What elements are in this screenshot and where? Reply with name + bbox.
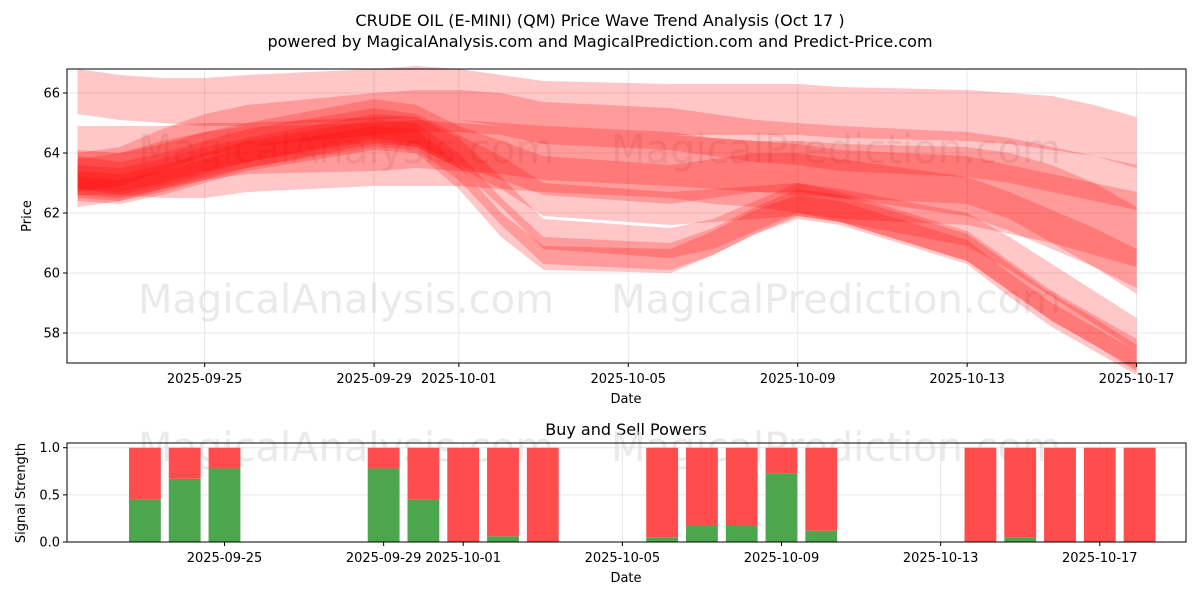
price-band-5 bbox=[77, 99, 1137, 288]
sell-bar bbox=[964, 447, 997, 542]
buy-bar bbox=[686, 525, 718, 542]
sell-bar bbox=[1004, 447, 1037, 538]
signal-y-tick-label: 1.0 bbox=[39, 441, 60, 456]
price-x-tick-label: 2025-10-05 bbox=[590, 372, 666, 387]
price-x-tick-label: 2025-09-29 bbox=[336, 372, 412, 387]
price-y-tick-label: 60 bbox=[43, 267, 60, 282]
buy-bar bbox=[168, 478, 201, 542]
price-band-3 bbox=[77, 90, 1137, 210]
price-band-1 bbox=[77, 66, 1137, 168]
watermark-right-mid: MagicalPrediction.com bbox=[611, 277, 1061, 323]
signal-y-tick-label: 0.0 bbox=[39, 536, 60, 551]
sell-bar bbox=[487, 447, 519, 537]
sell-bar bbox=[805, 447, 838, 531]
signal-y-ticks: 0.0 0.5 1.0 bbox=[39, 441, 67, 551]
signal-x-tick-label: 2025-09-29 bbox=[346, 551, 422, 566]
sell-bar bbox=[1083, 447, 1116, 542]
sell-bar bbox=[646, 447, 679, 538]
price-band-4 bbox=[77, 120, 1137, 294]
price-chart: MagicalAnalysis.com MagicalPrediction.co… bbox=[20, 66, 1187, 407]
signal-x-tick-label: 2025-10-01 bbox=[425, 551, 501, 566]
buy-bar bbox=[367, 468, 400, 542]
sell-bar bbox=[765, 447, 798, 474]
price-plot-frame bbox=[66, 68, 1187, 364]
sell-bar bbox=[168, 447, 201, 479]
sell-bar bbox=[129, 447, 161, 500]
sell-bar bbox=[1044, 447, 1076, 542]
chart-title: CRUDE OIL (E-MINI) (QM) Price Wave Trend… bbox=[355, 11, 844, 30]
signal-x-axis-label: Date bbox=[610, 571, 641, 586]
signal-x-ticks: 2025-09-25 2025-09-29 2025-10-01 2025-10-05… bbox=[187, 542, 1138, 566]
sell-bar bbox=[367, 447, 400, 469]
price-x-tick-label: 2025-10-17 bbox=[1099, 372, 1175, 387]
signal-chart: Buy and Sell Powers MagicalAnalysis.com … bbox=[14, 420, 1187, 586]
buy-bar bbox=[1004, 537, 1037, 542]
price-x-tick-label: 2025-10-01 bbox=[421, 372, 497, 387]
sell-bar bbox=[208, 447, 241, 469]
signal-plot-frame bbox=[66, 442, 1187, 543]
signal-bars bbox=[129, 447, 1156, 542]
watermark-left-bottom: MagicalAnalysis.com bbox=[138, 425, 554, 471]
buy-bar bbox=[487, 536, 519, 542]
price-y-axis-label: Price bbox=[20, 200, 35, 232]
sell-bar bbox=[1123, 447, 1156, 542]
price-x-ticks: 2025-09-25 2025-09-29 2025-10-01 2025-10-05… bbox=[167, 363, 1174, 387]
buy-bar bbox=[765, 473, 798, 542]
price-band-9 bbox=[77, 126, 1137, 375]
watermark-left-mid: MagicalAnalysis.com bbox=[138, 277, 554, 323]
price-x-tick-label: 2025-10-13 bbox=[929, 372, 1005, 387]
buy-bar bbox=[646, 537, 679, 542]
price-x-tick-label: 2025-09-25 bbox=[167, 372, 243, 387]
price-band-8 bbox=[77, 120, 1137, 372]
sell-bar bbox=[725, 447, 758, 526]
price-y-tick-label: 64 bbox=[43, 147, 60, 162]
signal-y-tick-label: 0.5 bbox=[39, 488, 60, 503]
sell-bar bbox=[447, 447, 480, 542]
chart-subtitle: powered by MagicalAnalysis.com and Magic… bbox=[267, 32, 932, 51]
signal-y-axis-label: Signal Strength bbox=[14, 443, 29, 543]
sell-bar bbox=[686, 447, 718, 526]
signal-x-tick-label: 2025-10-17 bbox=[1062, 551, 1138, 566]
price-y-tick-label: 62 bbox=[43, 207, 60, 222]
price-bands bbox=[77, 66, 1137, 375]
sell-bar bbox=[526, 447, 559, 542]
buy-bar bbox=[725, 525, 758, 542]
price-y-tick-label: 66 bbox=[43, 87, 60, 102]
buy-bar bbox=[129, 499, 161, 542]
price-band-2 bbox=[77, 117, 1137, 267]
watermark-right-top: MagicalPrediction.com bbox=[611, 127, 1061, 173]
price-x-axis-label: Date bbox=[610, 392, 641, 407]
sell-bar bbox=[407, 447, 440, 500]
signal-x-tick-label: 2025-10-05 bbox=[585, 551, 661, 566]
signal-chart-title: Buy and Sell Powers bbox=[545, 420, 707, 439]
signal-x-tick-label: 2025-10-13 bbox=[903, 551, 979, 566]
price-band-6 bbox=[77, 108, 1137, 351]
buy-bar bbox=[407, 499, 440, 542]
price-grid bbox=[67, 69, 1186, 363]
buy-bar bbox=[208, 468, 241, 542]
watermark-left-top: MagicalAnalysis.com bbox=[138, 127, 554, 173]
price-y-tick-label: 58 bbox=[43, 327, 60, 342]
signal-x-tick-label: 2025-09-25 bbox=[187, 551, 263, 566]
price-y-ticks: 58 60 62 64 66 bbox=[43, 87, 67, 342]
price-band-7 bbox=[77, 114, 1137, 369]
buy-bar bbox=[805, 530, 838, 542]
signal-x-tick-label: 2025-10-09 bbox=[744, 551, 820, 566]
price-x-tick-label: 2025-10-09 bbox=[760, 372, 836, 387]
